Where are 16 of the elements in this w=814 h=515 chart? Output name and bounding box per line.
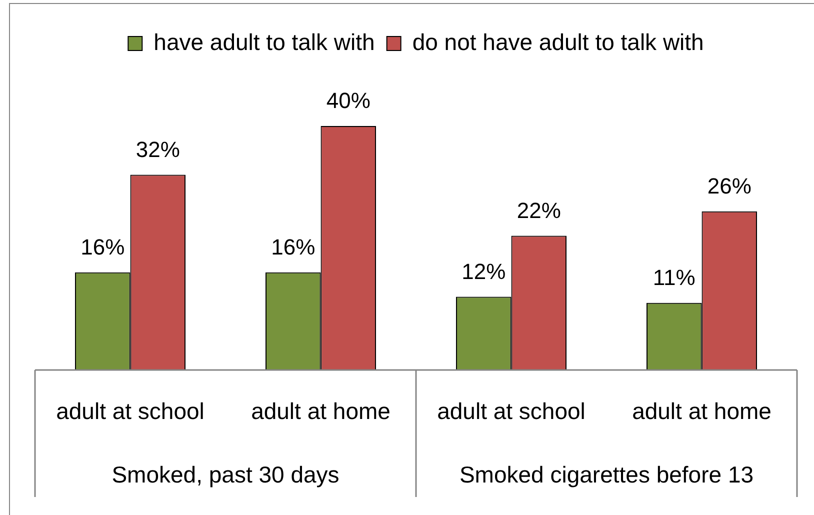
x-tick-label: adult at home: [251, 398, 390, 424]
text: Smoked, past 30 days: [112, 461, 340, 488]
data-label: 12%: [462, 258, 506, 284]
legend-label: have adult to talk with: [154, 28, 375, 55]
legend-label: do not have adult to talk with: [412, 28, 704, 55]
data-label: 32%: [136, 136, 180, 162]
x-tick-label: adult at school: [56, 398, 204, 424]
x-tick-label: adult at home: [632, 398, 772, 424]
data-label: 40%: [326, 88, 370, 114]
data-label: 22%: [516, 198, 561, 223]
x-tick-label: adult at school: [437, 398, 586, 424]
data-label: 16%: [271, 234, 316, 260]
data-label: 16%: [80, 234, 125, 260]
text: Smoked cigarettes before 13: [459, 461, 754, 488]
data-label: 11%: [652, 264, 696, 290]
data-label: 26%: [707, 173, 752, 198]
